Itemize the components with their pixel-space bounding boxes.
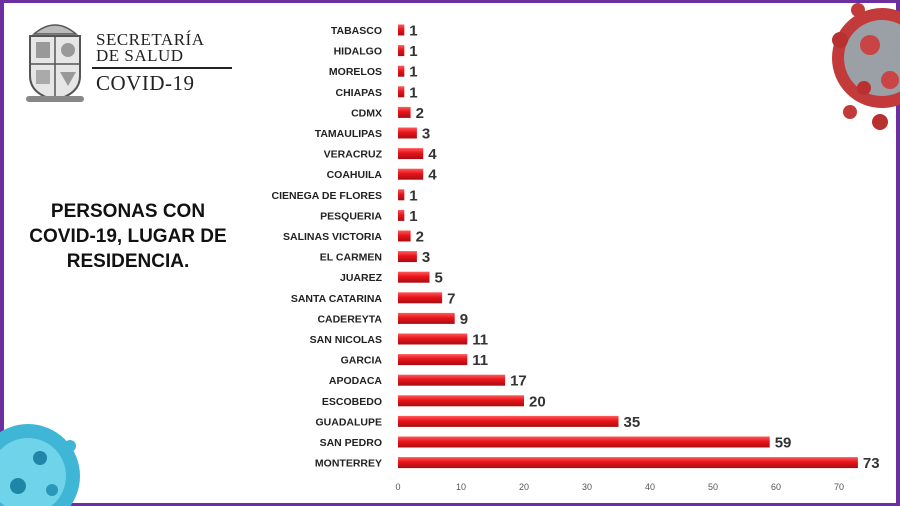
bar [398,148,424,160]
x-tick-label: 0 [395,482,400,492]
category-label: EL CARMEN [320,252,382,264]
value-label: 9 [460,311,468,328]
slide-title-line-1: PERSONAS CON [50,201,206,222]
category-label: COAHUILA [327,169,383,181]
bar [398,230,411,242]
value-label: 59 [775,435,792,452]
value-label: 4 [428,146,437,163]
value-label: 2 [416,229,424,246]
brand-divider [92,67,232,69]
category-label: VERACRUZ [324,149,383,161]
value-label: 35 [624,414,641,431]
category-label: PESQUERIA [320,210,382,222]
category-label: GUADALUPE [315,416,382,428]
bar [398,436,770,448]
x-tick-label: 40 [645,482,655,492]
value-label: 1 [409,208,417,225]
slide-title-line-3: RESIDENCIA. [66,251,190,272]
bar [398,251,417,263]
value-label: 1 [409,23,417,40]
bar [398,292,443,304]
category-label: TABASCO [331,25,382,37]
bar [398,45,405,57]
value-label: 4 [428,167,437,184]
value-label: 17 [510,373,527,390]
bar [398,65,405,77]
category-label: SALINAS VICTORIA [283,231,382,243]
x-tick-label: 50 [708,482,718,492]
category-label: CIENEGA DE FLORES [272,190,382,202]
bar [398,457,858,469]
bar [398,374,506,386]
bar [398,86,405,98]
category-label: ESCOBEDO [322,396,382,408]
category-label: SAN PEDRO [320,437,382,449]
x-tick-label: 10 [456,482,466,492]
bar [398,127,417,139]
bar [398,168,424,180]
category-label: CHIAPAS [336,87,382,99]
bar [398,271,430,283]
value-label: 1 [409,84,417,101]
value-label: 1 [409,43,417,60]
value-label: 1 [409,187,417,204]
x-tick-label: 70 [834,482,844,492]
virus-image-top-right [832,3,900,130]
bar [398,354,468,366]
category-label: SANTA CATARINA [291,293,383,305]
bar [398,209,405,221]
bar [398,415,619,427]
x-tick-label: 60 [771,482,781,492]
category-label: MONTERREY [315,458,382,470]
x-tick-label: 20 [519,482,529,492]
category-label: SAN NICOLAS [310,334,382,346]
category-label: GARCIA [341,355,383,367]
header-logo: SECRETARÍA DE SALUD COVID-19 [22,14,232,106]
brand-line-covid: COVID-19 [96,71,195,95]
category-label: HIDALGO [334,46,382,58]
value-label: 11 [472,332,488,349]
value-label: 2 [416,105,424,122]
category-label: MORELOS [329,66,382,78]
value-label: 73 [863,455,880,472]
x-tick-label: 30 [582,482,592,492]
value-label: 3 [422,126,430,143]
coat-of-arms-icon [26,24,84,102]
value-label: 5 [435,270,443,287]
category-label: JUAREZ [340,272,383,284]
category-label: TAMAULIPAS [315,128,382,140]
category-label: CADEREYTA [317,313,382,325]
slide-title: PERSONAS CON COVID-19, LUGAR DE RESIDENC… [18,199,238,274]
value-label: 1 [409,64,417,81]
bar [398,312,455,324]
category-label: CDMX [351,107,382,119]
bar [398,106,411,118]
bar [398,189,405,201]
value-label: 7 [447,290,455,307]
category-label: APODACA [329,375,383,387]
brand-line-salud: DE SALUD [96,46,184,65]
brand-line-secretaria: SECRETARÍA [96,30,205,49]
virus-image-bottom-left [0,424,80,506]
bar [398,24,405,36]
slide-title-line-2: COVID-19, LUGAR DE [29,226,227,247]
value-label: 3 [422,249,430,266]
value-label: 20 [529,393,546,410]
bar [398,395,524,407]
bar [398,333,468,345]
value-label: 11 [472,352,488,369]
